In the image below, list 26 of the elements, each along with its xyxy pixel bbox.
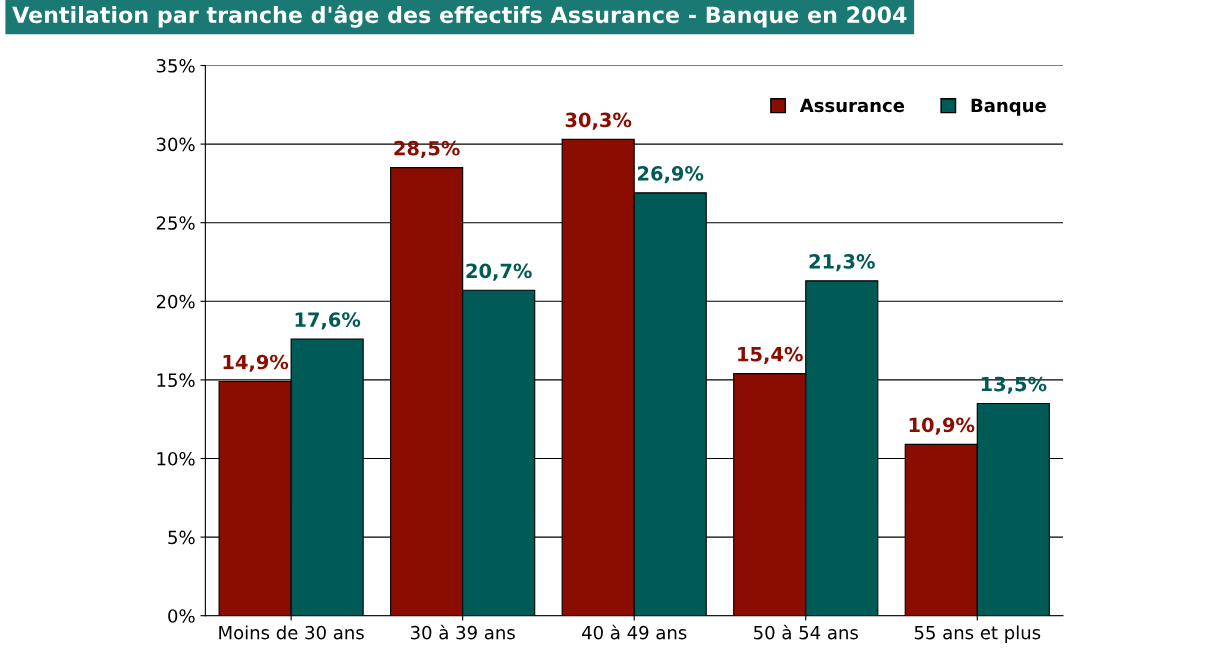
y-tick-label: 5% bbox=[168, 530, 195, 545]
x-tick-label: Moins de 30 ans bbox=[219, 625, 364, 640]
y-tick-label: 30% bbox=[156, 137, 195, 152]
data-label: 21,3% bbox=[809, 254, 875, 272]
y-tick-label: 10% bbox=[157, 451, 195, 466]
data-label: 14,9% bbox=[223, 354, 289, 372]
legend-label: Banque bbox=[971, 98, 1046, 116]
x-tick-label: 50 à 54 ans bbox=[754, 624, 858, 640]
x-tick-label: 40 à 49 ans bbox=[582, 624, 687, 640]
data-label: 15,4% bbox=[738, 346, 803, 364]
y-tick-label: 25% bbox=[156, 216, 195, 230]
chart-title: Ventilation par tranche d'âge des effectifs Assurance - Banque en 2004 bbox=[12, 5, 907, 28]
y-tick-label: 20% bbox=[156, 294, 195, 309]
y-tick-label: 15% bbox=[157, 373, 195, 388]
x-tick-label: 30 à 39 ans bbox=[410, 624, 515, 640]
data-label: 10,9% bbox=[909, 417, 975, 435]
y-tick-label: 0% bbox=[168, 609, 195, 623]
data-label: 30,3% bbox=[565, 112, 632, 130]
data-label: 13,5% bbox=[981, 376, 1047, 394]
x-tick-label: 55 ans et plus bbox=[914, 625, 1041, 643]
data-label: 17,6% bbox=[295, 312, 361, 330]
legend-label: Assurance bbox=[799, 98, 905, 113]
data-label: 20,7% bbox=[466, 263, 532, 281]
data-label: 28,5% bbox=[394, 140, 460, 159]
data-label: 26,9% bbox=[638, 166, 704, 184]
y-tick-label: 35% bbox=[156, 58, 195, 73]
